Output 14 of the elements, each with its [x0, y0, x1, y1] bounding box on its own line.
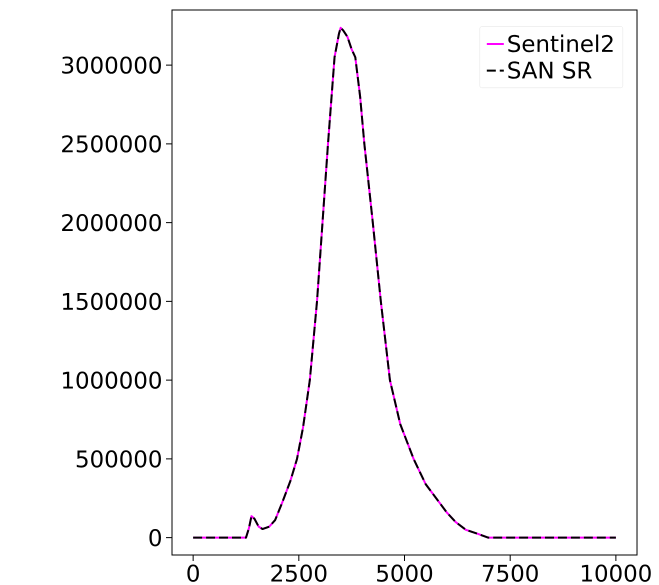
x-tick-label: 0: [187, 564, 199, 582]
y-tick-label: 1000000: [62, 371, 161, 389]
y-tick-label: 2500000: [62, 135, 161, 152]
y-tick-label: 1500000: [62, 292, 161, 310]
y-tick-label: 0: [149, 528, 161, 546]
legend-label: Sentinel2: [508, 34, 613, 52]
y-tick-label: 3000000: [62, 56, 161, 74]
y-tick-label: 500000: [76, 450, 161, 468]
x-tick-label: 5000: [377, 564, 432, 582]
legend-label: SAN SR: [508, 61, 592, 79]
x-tick-label: 2500: [271, 564, 326, 582]
x-tick-label: 7500: [482, 564, 538, 582]
x-tick-label: 10000: [582, 564, 651, 582]
y-tick-label: 2000000: [62, 214, 161, 232]
